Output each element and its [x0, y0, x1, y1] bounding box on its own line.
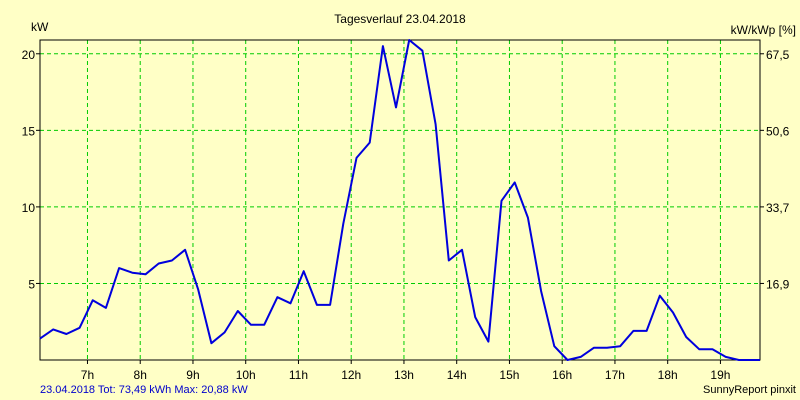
x-tick-label: 19h — [710, 368, 730, 382]
y-right-tick-label: 16,9 — [766, 277, 790, 291]
footer-summary: 23.04.2018 Tot: 73,49 kWh Max: 20,88 kW — [40, 384, 248, 396]
x-tick-label: 12h — [341, 368, 361, 382]
y-axis-right-label: kW/kWp [%] — [731, 23, 796, 37]
y-left-tick-label: 20 — [22, 48, 36, 62]
y-right-tick-label: 67,5 — [766, 48, 790, 62]
x-tick-label: 8h — [134, 368, 147, 382]
y-left-tick-label: 5 — [28, 277, 35, 291]
x-tick-label: 13h — [394, 368, 414, 382]
chart-title: Tagesverlauf 23.04.2018 — [334, 12, 466, 26]
y-axis-right-ticks: 16,9 33,7 50,6 67,5 — [760, 48, 790, 291]
grid-lines — [40, 40, 760, 360]
y-left-tick-label: 10 — [22, 201, 36, 215]
x-tick-label: 16h — [552, 368, 572, 382]
y-right-tick-label: 33,7 — [766, 201, 790, 215]
y-axis-left-label: kW — [31, 20, 49, 34]
x-axis-ticks: 7h 8h 9h 10h 11h 12h 13h 14h 15h 16h 17h 18h 19h — [81, 360, 730, 382]
x-tick-label: 9h — [186, 368, 199, 382]
x-tick-label: 7h — [81, 368, 94, 382]
y-right-tick-label: 50,6 — [766, 124, 790, 138]
x-tick-label: 11h — [289, 368, 308, 382]
y-left-tick-label: 15 — [22, 124, 36, 138]
x-tick-label: 10h — [236, 368, 256, 382]
y-axis-left-ticks: 5 10 15 20 — [22, 48, 40, 291]
x-tick-label: 14h — [447, 368, 467, 382]
series-line-power — [39, 39, 760, 361]
x-tick-label: 15h — [499, 368, 519, 382]
x-tick-label: 18h — [658, 368, 678, 382]
plot-frame — [39, 39, 761, 361]
x-tick-label: 17h — [605, 368, 625, 382]
footer-credit: SunnyReport pinxit — [703, 384, 796, 396]
